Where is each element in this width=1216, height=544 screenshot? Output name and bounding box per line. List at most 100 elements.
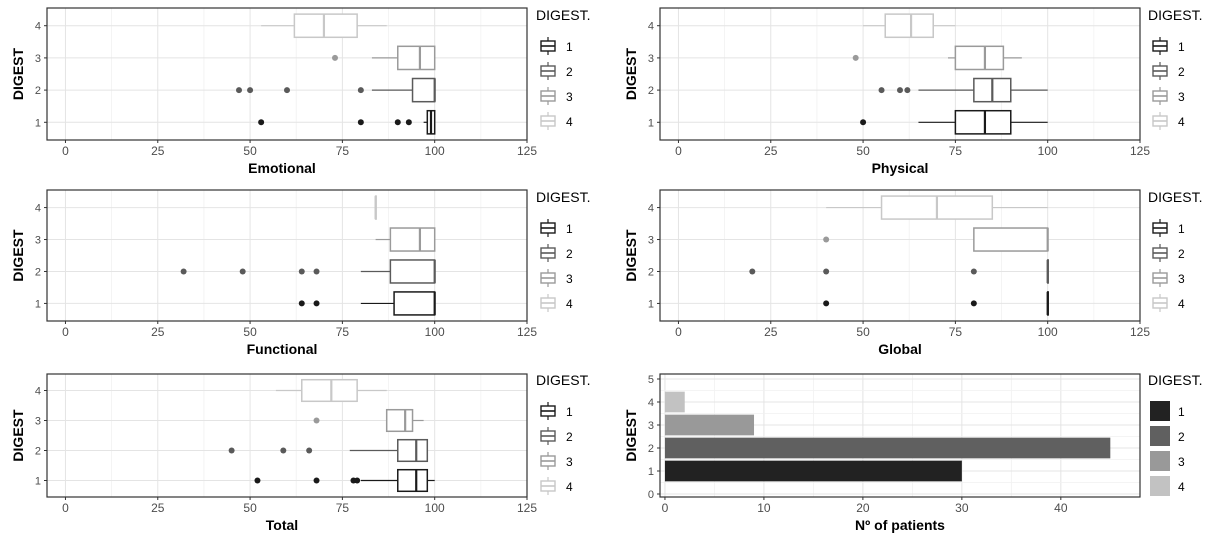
outlier-point-digest-2 [228, 447, 235, 454]
y-tick-label: 1 [648, 466, 654, 478]
y-tick-label: 2 [35, 85, 41, 97]
legend-label-2: 2 [1178, 247, 1185, 261]
legend-label-3: 3 [566, 455, 573, 469]
legend-label-3: 3 [566, 272, 573, 286]
x-tick-label: 75 [336, 325, 350, 339]
outlier-point-digest-3 [823, 236, 830, 243]
y-tick-label: 3 [648, 420, 654, 432]
chart-panel-3: 0 25 50 75 100 125 1 2 3 4 Functional DIGEST DIGEST.… [10, 189, 590, 357]
y-tick-label: 4 [648, 203, 654, 215]
legend-label-1: 1 [566, 405, 573, 419]
box-digest-3 [389, 227, 436, 252]
x-tick-label: 50 [856, 325, 870, 339]
plot-border [659, 373, 1141, 498]
plot-border [46, 189, 528, 322]
legend: DIGEST. 1 2 3 4 [536, 7, 590, 131]
outlier-point-digest-2 [306, 447, 313, 454]
box-digest-1 [954, 109, 1012, 135]
legend-key-1 [1150, 401, 1170, 421]
outlier-point-digest-2 [897, 87, 903, 94]
y-tick-label: 4 [35, 386, 41, 398]
y-axis-title: DIGEST [623, 47, 639, 100]
legend-title: DIGEST. [1148, 7, 1202, 23]
x-tick-label: 75 [949, 325, 963, 339]
legend-label-4: 4 [566, 480, 573, 494]
x-tick-label: 125 [1130, 325, 1150, 339]
outlier-point-digest-2 [970, 268, 977, 275]
legend: DIGEST. 1 2 3 4 [1148, 372, 1202, 496]
outlier-point-digest-1 [354, 477, 361, 484]
x-tick-label: 25 [764, 325, 778, 339]
outlier-point-digest-1 [357, 119, 364, 126]
y-tick-label: 1 [648, 298, 654, 310]
outlier-point-digest-2 [878, 87, 885, 94]
outlier-point-digest-1 [860, 119, 867, 126]
legend-key-3 [1150, 451, 1170, 471]
legend-title: DIGEST. [1148, 189, 1202, 205]
x-tick-label: 0 [675, 325, 682, 339]
outlier-point-digest-1 [394, 119, 401, 126]
x-tick-label: 100 [425, 501, 445, 515]
legend-label-1: 1 [566, 40, 573, 54]
y-tick-label: 1 [648, 117, 654, 129]
y-axis-title: DIGEST [10, 47, 26, 100]
y-tick-label: 3 [35, 53, 41, 65]
x-axis-title: Nº of patients [855, 517, 945, 533]
box-digest-3 [973, 227, 1049, 252]
x-tick-label: 125 [517, 144, 537, 158]
legend: DIGEST. 1 2 3 4 [536, 372, 590, 496]
x-tick-label: 100 [1038, 144, 1058, 158]
legend: DIGEST. 1 2 3 4 [536, 189, 590, 313]
x-tick-label: 0 [662, 501, 669, 515]
box-digest-4 [293, 13, 358, 39]
box-digest-1 [397, 468, 429, 493]
outlier-point-digest-2 [180, 268, 187, 275]
outlier-point-digest-2 [749, 268, 756, 275]
outlier-point-digest-2 [313, 268, 320, 275]
plot-background [47, 190, 527, 321]
legend-label-4: 4 [1178, 480, 1185, 494]
outlier-point-digest-1 [313, 477, 320, 484]
plot-border [46, 373, 528, 498]
y-tick-label: 3 [648, 235, 654, 247]
legend-label-3: 3 [1178, 455, 1185, 469]
y-tick-label: 4 [648, 21, 654, 33]
outlier-point-digest-1 [298, 300, 305, 307]
x-axis-title: Functional [247, 341, 318, 357]
x-axis-title: Emotional [248, 160, 316, 176]
legend-title: DIGEST. [536, 7, 590, 23]
plot-border [46, 7, 528, 141]
x-tick-label: 50 [856, 144, 870, 158]
y-axis-title: DIGEST [623, 229, 639, 282]
y-tick-label: 4 [35, 203, 41, 215]
x-tick-label: 30 [955, 501, 969, 515]
x-tick-label: 75 [336, 501, 350, 515]
legend-key-2 [1150, 426, 1170, 446]
outlier-point-digest-1 [258, 119, 265, 126]
x-tick-label: 50 [243, 325, 257, 339]
outlier-point-digest-3 [332, 54, 338, 61]
x-tick-label: 0 [675, 144, 682, 158]
chart-panel-6: 0 10 20 30 40 0 1 2 3 4 5 Nº of patients DIGEST DIGES… [623, 372, 1202, 533]
outlier-point-digest-2 [239, 268, 246, 275]
legend: DIGEST. 1 2 3 4 [1148, 7, 1202, 131]
x-tick-label: 75 [949, 144, 963, 158]
x-tick-label: 0 [62, 144, 69, 158]
box-digest-3 [954, 45, 1005, 71]
x-tick-label: 125 [517, 325, 537, 339]
legend-label-4: 4 [566, 115, 573, 129]
y-tick-label: 3 [35, 235, 41, 247]
legend-label-3: 3 [1178, 272, 1185, 286]
outlier-point-digest-3 [852, 54, 859, 61]
x-tick-label: 125 [517, 501, 537, 515]
y-tick-label: 4 [35, 21, 41, 33]
legend-label-1: 1 [566, 222, 573, 236]
box-digest-4 [884, 13, 934, 39]
legend-label-3: 3 [1178, 90, 1185, 104]
y-axis-title: DIGEST [10, 409, 26, 462]
x-tick-label: 0 [62, 501, 69, 515]
outlier-point-digest-2 [247, 87, 254, 94]
legend-label-4: 4 [1178, 297, 1185, 311]
legend-label-2: 2 [1178, 430, 1185, 444]
outlier-point-digest-1 [970, 300, 977, 307]
